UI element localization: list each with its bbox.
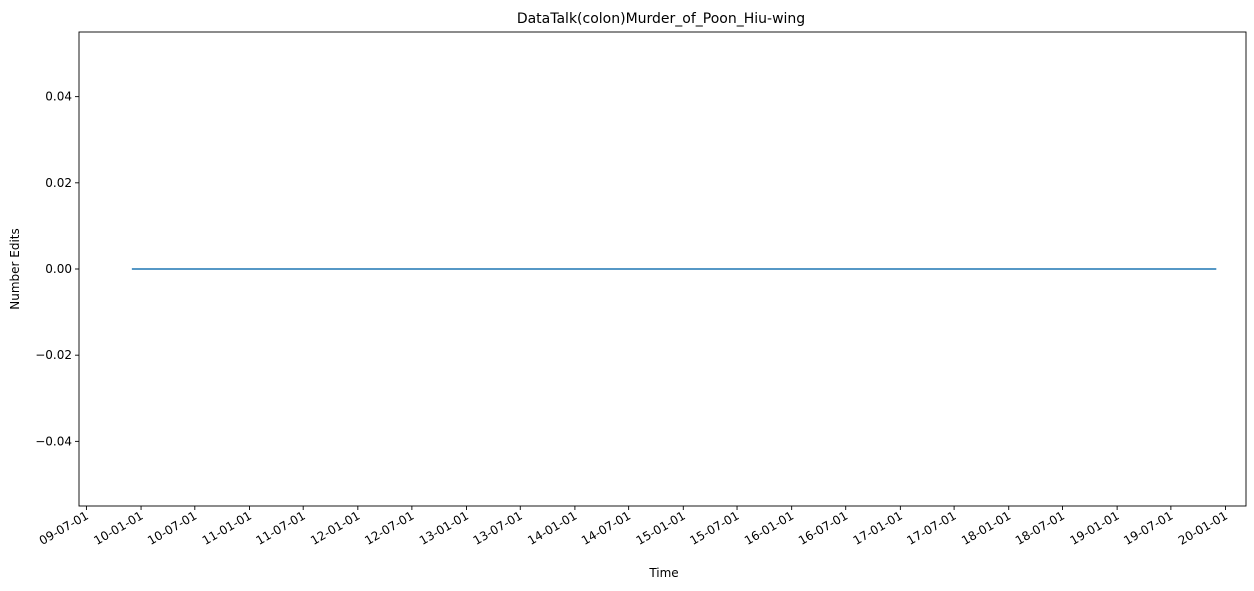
x-tick-label: 13-07-01	[471, 508, 525, 547]
y-tick-label: 0.04	[45, 90, 72, 104]
x-tick-label: 09-07-01	[37, 508, 91, 547]
x-tick-label: 17-01-01	[851, 508, 905, 547]
x-tick-label: 20-01-01	[1176, 508, 1230, 547]
x-axis-label: Time	[648, 566, 678, 580]
x-tick-label: 15-07-01	[687, 508, 741, 547]
y-tick-label: −0.04	[35, 434, 72, 448]
x-tick-label: 19-01-01	[1067, 508, 1121, 547]
x-tick-label: 14-07-01	[579, 508, 633, 547]
x-tick-label: 18-01-01	[959, 508, 1013, 547]
x-tick-label: 19-07-01	[1121, 508, 1175, 547]
x-tick-label: 15-01-01	[634, 508, 688, 547]
y-axis-ticks: −0.04 −0.02 0.00 0.02 0.04	[35, 90, 79, 448]
x-tick-label: 17-07-01	[904, 508, 958, 547]
y-tick-label: 0.00	[45, 262, 72, 276]
plot-area	[78, 31, 1247, 507]
x-tick-label: 16-01-01	[742, 508, 796, 547]
y-axis-label: Number Edits	[8, 228, 22, 310]
x-tick-label: 18-07-01	[1013, 508, 1067, 547]
chart-title: DataTalk(colon)Murder_of_Poon_Hiu-wing	[517, 11, 805, 27]
x-tick-label: 10-07-01	[145, 508, 199, 547]
x-tick-label: 11-01-01	[200, 508, 254, 547]
x-axis-ticks: 09-07-01 10-01-01 10-07-01 11-01-01 11-07-01…	[37, 506, 1230, 548]
x-tick-label: 16-07-01	[796, 508, 850, 547]
x-tick-label: 11-07-01	[254, 508, 308, 547]
y-tick-label: 0.02	[45, 176, 72, 190]
y-tick-label: −0.02	[35, 348, 72, 362]
x-tick-label: 14-01-01	[525, 508, 579, 547]
x-tick-label: 10-01-01	[91, 508, 145, 547]
x-tick-label: 12-01-01	[308, 508, 362, 547]
x-tick-label: 13-01-01	[417, 508, 471, 547]
x-tick-label: 12-07-01	[362, 508, 416, 547]
